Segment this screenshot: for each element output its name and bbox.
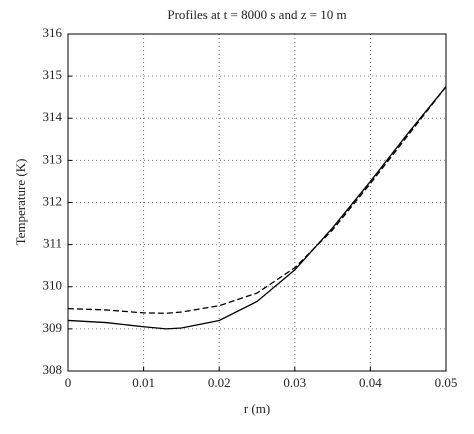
data-line [67,86,447,330]
data-line [67,86,447,314]
x-tick-label: 0 [65,375,72,390]
plot-frame [67,33,447,372]
x-tick-label: 0.05 [435,375,458,390]
x-tick-label: 0.02 [208,375,231,390]
y-tick-label: 308 [43,362,63,377]
x-tick-label: 0.03 [283,375,306,390]
y-tick-label: 312 [43,193,63,208]
x-tick-label: 0.04 [359,375,382,390]
y-tick-label: 309 [43,320,63,335]
y-tick-label: 315 [43,67,63,82]
y-tick-label: 310 [43,278,63,293]
y-axis-label: Temperature (K) [13,159,28,246]
y-tick-label: 316 [43,25,63,40]
y-tick-label: 313 [43,151,63,166]
chart-title: Profiles at t = 8000 s and z = 10 m [167,7,346,22]
x-axis-label: r (m) [244,401,270,416]
x-tick-label: 0.01 [132,375,155,390]
y-tick-label: 314 [43,109,63,124]
y-tick-label: 311 [43,236,62,251]
